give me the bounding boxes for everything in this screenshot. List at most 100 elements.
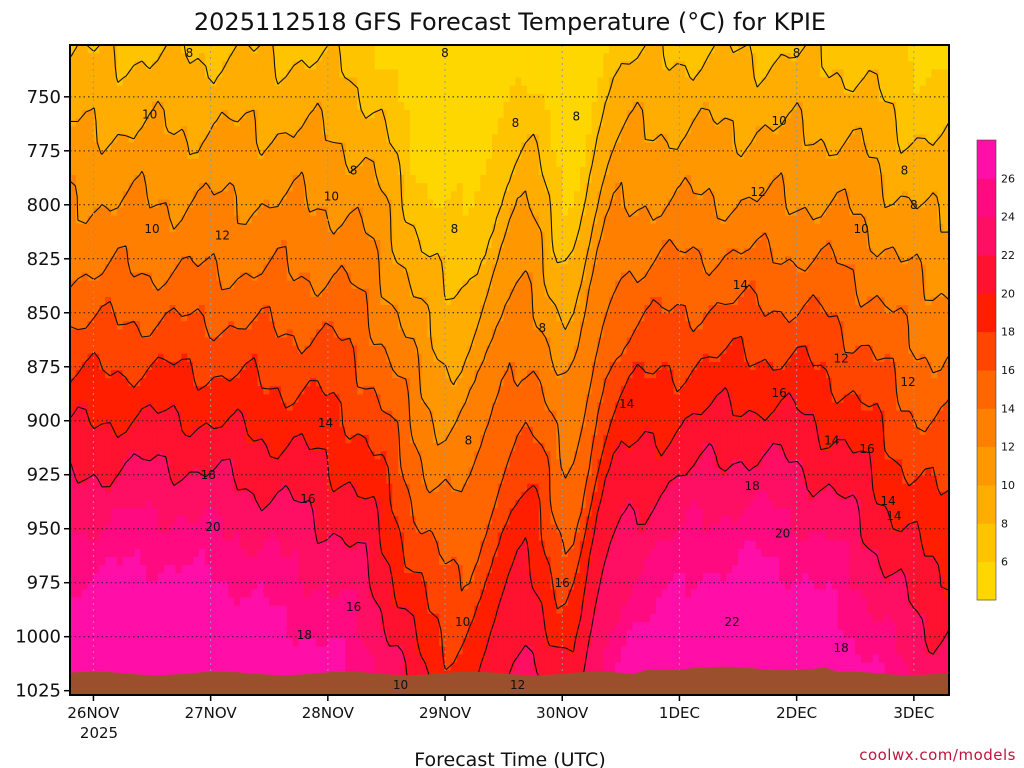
temperature-cell bbox=[75, 101, 83, 111]
temperature-cell bbox=[216, 158, 223, 168]
temperature-cell bbox=[427, 166, 434, 176]
temperature-cell bbox=[357, 110, 364, 119]
temperature-cell bbox=[75, 548, 83, 558]
temperature-cell bbox=[105, 69, 112, 79]
temperature-cell bbox=[75, 69, 83, 79]
temperature-cell bbox=[427, 451, 434, 460]
temperature-cell bbox=[374, 53, 382, 62]
temperature-cell bbox=[351, 435, 358, 444]
temperature-cell bbox=[146, 402, 153, 412]
temperature-cell bbox=[128, 110, 136, 119]
temperature-cell bbox=[292, 280, 300, 290]
temperature-cell bbox=[169, 581, 177, 590]
temperature-cell bbox=[275, 191, 282, 200]
temperature-cell bbox=[163, 548, 171, 558]
temperature-cell bbox=[363, 93, 370, 103]
temperature-cell bbox=[87, 435, 95, 444]
temperature-cell bbox=[181, 248, 188, 257]
temperature-cell bbox=[433, 223, 440, 233]
temperature-cell bbox=[93, 199, 100, 209]
temperature-cell bbox=[140, 467, 147, 477]
temperature-cell bbox=[175, 296, 182, 306]
temperature-cell bbox=[427, 630, 434, 639]
temperature-cell bbox=[187, 646, 194, 655]
temperature-cell bbox=[152, 248, 159, 257]
temperature-cell bbox=[163, 654, 171, 664]
temperature-cell bbox=[327, 191, 335, 200]
temperature-cell bbox=[128, 621, 136, 631]
temperature-cell bbox=[146, 101, 153, 111]
temperature-cell bbox=[75, 345, 83, 355]
temperature-cell bbox=[321, 540, 329, 550]
temperature-cell bbox=[316, 467, 323, 477]
temperature-cell bbox=[257, 272, 264, 282]
temperature-cell bbox=[75, 353, 83, 363]
temperature-cell bbox=[216, 589, 223, 599]
temperature-cell bbox=[87, 540, 95, 550]
temperature-cell bbox=[269, 345, 276, 355]
temperature-cell bbox=[163, 150, 171, 160]
temperature-cell bbox=[116, 508, 124, 517]
temperature-cell bbox=[327, 516, 335, 525]
temperature-cell bbox=[292, 110, 300, 119]
temperature-cell bbox=[415, 435, 423, 444]
temperature-cell bbox=[386, 77, 393, 87]
temperature-cell bbox=[280, 589, 288, 599]
temperature-cell bbox=[339, 134, 347, 144]
temperature-cell bbox=[87, 313, 95, 322]
temperature-cell bbox=[304, 134, 311, 144]
temperature-cell bbox=[169, 142, 177, 152]
temperature-cell bbox=[275, 467, 282, 477]
temperature-cell bbox=[93, 118, 100, 127]
temperature-cell bbox=[75, 662, 83, 672]
temperature-cell bbox=[81, 126, 89, 135]
temperature-cell bbox=[228, 467, 235, 477]
temperature-cell bbox=[146, 394, 153, 404]
temperature-cell bbox=[357, 662, 364, 672]
temperature-cell bbox=[357, 443, 364, 452]
temperature-cell bbox=[404, 435, 411, 444]
temperature-cell bbox=[310, 500, 317, 509]
temperature-cell bbox=[245, 118, 253, 127]
temperature-cell bbox=[187, 110, 194, 119]
temperature-cell bbox=[116, 215, 124, 225]
temperature-cell bbox=[216, 150, 223, 160]
temperature-cell bbox=[415, 532, 423, 542]
temperature-cell bbox=[87, 101, 95, 111]
temperature-cell bbox=[339, 345, 347, 355]
temperature-cell bbox=[286, 248, 294, 257]
temperature-cell bbox=[275, 166, 282, 176]
temperature-cell bbox=[251, 45, 259, 54]
temperature-cell bbox=[228, 329, 235, 339]
temperature-cell bbox=[152, 483, 159, 493]
temperature-cell bbox=[298, 61, 305, 70]
temperature-cell bbox=[421, 231, 429, 241]
temperature-cell bbox=[433, 329, 440, 339]
temperature-cell bbox=[427, 288, 434, 298]
temperature-cell bbox=[368, 491, 376, 501]
temperature-cell bbox=[257, 288, 264, 298]
temperature-cell bbox=[198, 361, 206, 371]
temperature-cell bbox=[333, 158, 341, 168]
temperature-cell bbox=[93, 532, 100, 542]
temperature-cell bbox=[298, 508, 305, 517]
temperature-cell bbox=[234, 548, 241, 558]
temperature-cell bbox=[351, 191, 358, 200]
temperature-cell bbox=[75, 158, 83, 168]
temperature-cell bbox=[409, 370, 417, 379]
temperature-cell bbox=[316, 402, 323, 412]
temperature-cell bbox=[222, 337, 229, 347]
temperature-cell bbox=[75, 483, 83, 493]
temperature-cell bbox=[193, 77, 200, 87]
temperature-cell bbox=[187, 459, 194, 469]
temperature-cell bbox=[169, 272, 177, 282]
temperature-cell bbox=[368, 248, 376, 257]
temperature-cell bbox=[134, 69, 141, 79]
temperature-cell bbox=[392, 248, 399, 257]
temperature-cell bbox=[181, 337, 188, 347]
temperature-cell bbox=[134, 443, 141, 452]
temperature-cell bbox=[357, 77, 364, 87]
temperature-cell bbox=[433, 61, 440, 70]
temperature-cell bbox=[368, 638, 376, 647]
